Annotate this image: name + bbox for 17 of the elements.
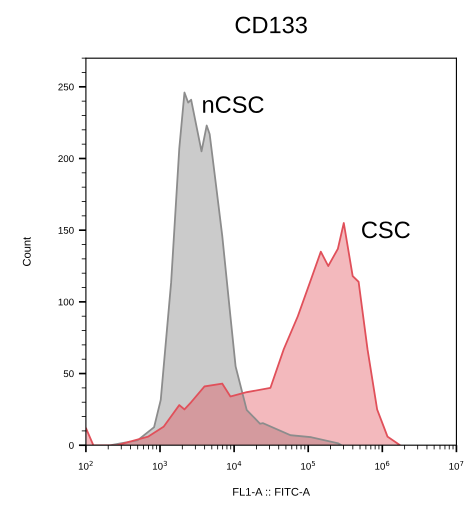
y-tick-label: 250 xyxy=(58,84,74,90)
x-tick-label: 10$^{4}$ xyxy=(227,460,242,470)
series-label: nCSC xyxy=(203,96,264,113)
y-tick-label: 200 xyxy=(58,155,74,162)
x-tick-label: 10$^{5}$ xyxy=(301,460,316,470)
x-tick-label: 10$^{6}$ xyxy=(375,460,390,470)
chart-title: CD133 xyxy=(236,16,307,34)
series-label: CSC xyxy=(362,222,410,238)
y-axis-title: Count xyxy=(22,236,31,266)
x-tick-label: 10$^{3}$ xyxy=(152,460,167,470)
y-tick-label: 0 xyxy=(69,442,74,449)
x-tick-label: 10$^{7}$ xyxy=(449,460,464,470)
y-tick-label: 100 xyxy=(58,298,74,306)
x-axis-title: FL1-A :: FITC-A xyxy=(233,488,310,496)
y-tick-label: 150 xyxy=(58,226,74,234)
x-tick-label: 10$^{2}$ xyxy=(78,460,93,470)
y-tick-label: 50 xyxy=(64,370,74,378)
